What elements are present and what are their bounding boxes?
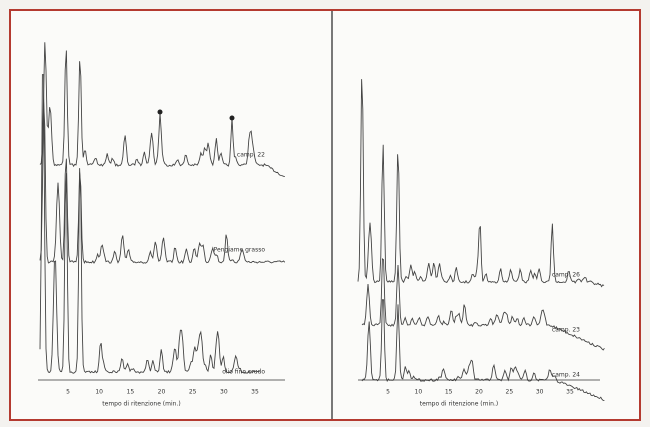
x-tick-label: 5 xyxy=(66,389,70,396)
x-tick-label: 10 xyxy=(415,389,423,396)
frame xyxy=(9,9,641,421)
x-tick-label: 15 xyxy=(445,389,453,396)
trace xyxy=(361,257,605,351)
x-tick-label: 30 xyxy=(536,389,544,396)
trace-label: camp. 24 xyxy=(552,372,580,379)
x-tick-label: 20 xyxy=(475,389,483,396)
x-axis-label: tempo di ritenzione (min.) xyxy=(102,401,180,408)
x-tick-label: 30 xyxy=(220,389,228,396)
x-tick-label: 35 xyxy=(566,389,574,396)
x-tick-label: 20 xyxy=(158,389,166,396)
x-tick-label: 10 xyxy=(95,389,103,396)
peak-marker xyxy=(229,115,235,121)
x-tick-label: 5 xyxy=(386,389,390,396)
trace-label: camp. 23 xyxy=(552,327,580,334)
x-tick-label: 25 xyxy=(189,389,197,396)
trace xyxy=(39,42,285,177)
trace-label: camp. 22 xyxy=(237,152,265,159)
chromatograms: 5 10 15 20 25 30 35 tempo di ritenzione (min.) c… xyxy=(38,42,605,408)
trace-label: olio fino crudo xyxy=(222,369,265,376)
x-tick-label: 35 xyxy=(251,389,259,396)
x-tick-label: 15 xyxy=(127,389,135,396)
trace-label: Pengiame grasso xyxy=(214,247,266,254)
trace-label: camp. 26 xyxy=(552,272,580,279)
x-tick-label: 25 xyxy=(506,389,514,396)
trace xyxy=(357,79,605,288)
x-axis-label: tempo di ritenzione (min.) xyxy=(420,401,498,408)
trace xyxy=(39,74,260,374)
trace xyxy=(39,101,286,265)
peak-marker xyxy=(157,109,163,115)
